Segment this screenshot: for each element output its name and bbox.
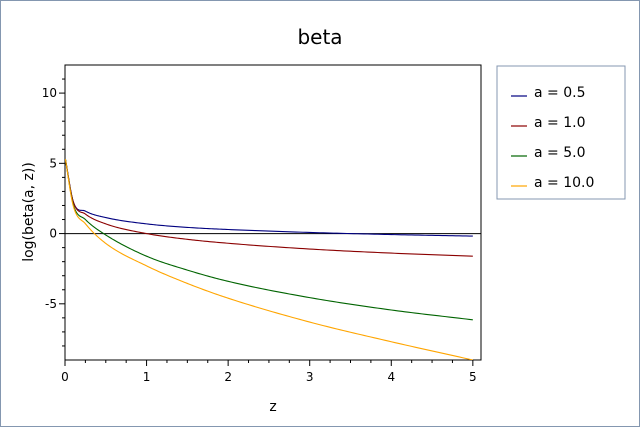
plot-border bbox=[64, 64, 482, 361]
chart-title: beta bbox=[297, 25, 342, 49]
y-tick-label: 10 bbox=[42, 86, 57, 100]
series-line-4 bbox=[65, 159, 473, 360]
legend-label-1: a = 0.5 bbox=[534, 85, 585, 101]
x-tick-label: 5 bbox=[469, 370, 477, 384]
legend-label-2: a = 1.0 bbox=[534, 115, 585, 131]
series-line-1 bbox=[65, 159, 473, 237]
series-line-2 bbox=[65, 159, 473, 257]
legend-box bbox=[496, 65, 626, 200]
y-tick-label: -5 bbox=[45, 297, 57, 311]
x-tick-label: 0 bbox=[61, 370, 69, 384]
legend: a = 0.5 a = 1.0 a = 5.0 a = 10.0 bbox=[496, 65, 626, 200]
x-tick-label: 4 bbox=[387, 370, 395, 384]
x-tick-label: 1 bbox=[143, 370, 151, 384]
legend-label-4: a = 10.0 bbox=[534, 175, 594, 191]
y-tick-label: 5 bbox=[49, 156, 57, 170]
y-tick-label: 0 bbox=[49, 227, 57, 241]
x-axis-label: z bbox=[269, 399, 276, 415]
y-axis-label: log(beta(a, z)) bbox=[21, 162, 37, 262]
series-lines bbox=[65, 159, 473, 360]
plot-area: 0 1 2 3 4 5 -5 0 5 10 bbox=[42, 64, 482, 384]
x-tick-label: 3 bbox=[306, 370, 314, 384]
series-line-3 bbox=[65, 159, 473, 321]
legend-label-3: a = 5.0 bbox=[534, 145, 585, 161]
x-tick-label: 2 bbox=[224, 370, 232, 384]
